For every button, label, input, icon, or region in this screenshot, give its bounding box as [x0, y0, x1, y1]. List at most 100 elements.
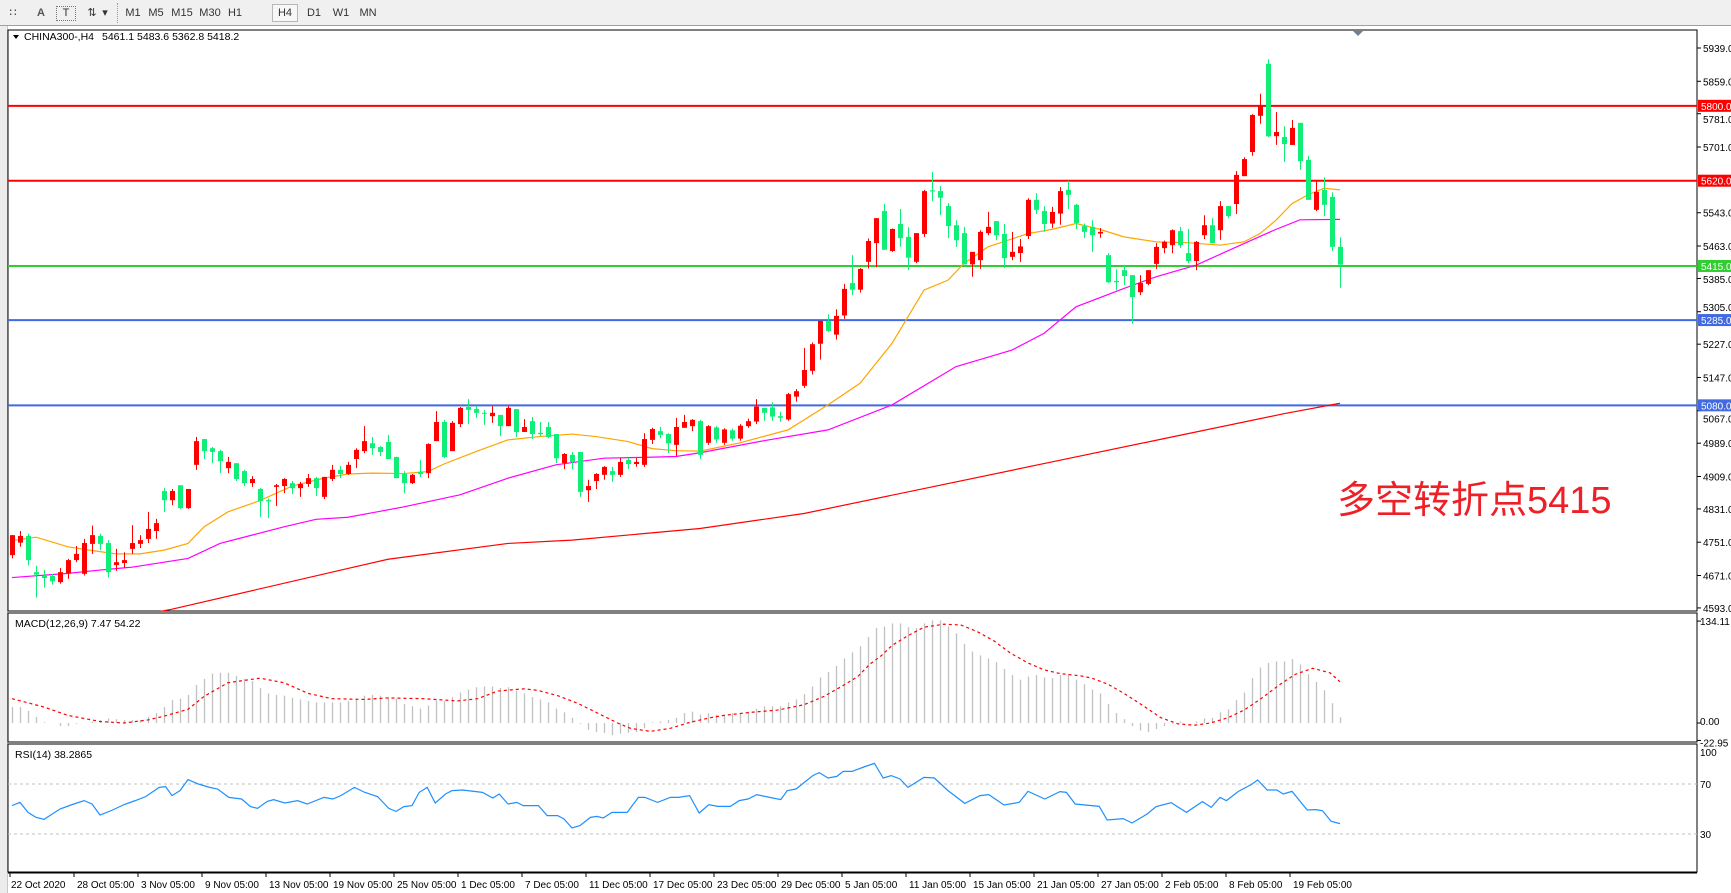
rsi-axis-label: 70 [1700, 780, 1712, 791]
price-tick-label: 5227.0 [1703, 340, 1731, 351]
timeframe-w1[interactable]: W1 [332, 7, 350, 19]
candle-body [1186, 253, 1191, 261]
chevron-down-icon[interactable] [13, 35, 19, 39]
candle-body [594, 473, 599, 482]
time-axis-label: 19 Feb 05:00 [1293, 880, 1352, 891]
candle-body [1130, 275, 1135, 298]
candle-body [290, 483, 295, 489]
time-axis-label: 2 Feb 05:00 [1165, 880, 1219, 891]
candle-body [74, 553, 79, 561]
candle-body [498, 414, 503, 427]
level-price-tag [1698, 259, 1731, 272]
candle-body [194, 441, 199, 465]
chevron-down-icon[interactable]: ▾ [102, 7, 108, 19]
candle-body [1314, 191, 1319, 210]
candle-body [1146, 270, 1151, 284]
candle-body [146, 528, 151, 539]
candle-body [874, 218, 879, 244]
chart-shift-marker[interactable] [1353, 31, 1363, 36]
candle-body [682, 421, 687, 428]
candle-body [266, 500, 271, 502]
candle-body [42, 575, 47, 578]
candle-body [770, 407, 775, 417]
candle-body [618, 461, 623, 475]
candle-body [410, 474, 415, 484]
candle-body [1290, 127, 1295, 145]
candle-body [890, 228, 895, 252]
candle-body [1090, 226, 1095, 236]
candle-body [10, 535, 15, 556]
candle-body [834, 315, 839, 335]
candle-body [226, 461, 231, 469]
candle-body [298, 483, 303, 489]
candle-body [666, 434, 671, 444]
timeframe-m1[interactable]: M1 [125, 7, 141, 19]
time-axis-label: 1 Dec 05:00 [461, 880, 515, 891]
candle-body [162, 491, 167, 501]
candle-body [522, 426, 527, 432]
candle-body [450, 422, 455, 452]
candle-body [1282, 137, 1287, 145]
candle-body [378, 446, 383, 452]
arrows-icon[interactable]: ⇅ [87, 7, 97, 19]
time-axis-label: 29 Dec 05:00 [781, 880, 841, 891]
time-axis-label: 9 Nov 05:00 [205, 880, 259, 891]
candle-body [1234, 174, 1239, 204]
candle-body [1202, 225, 1207, 236]
price-tick-label: 4751.0 [1703, 538, 1731, 549]
level-price-label: 5285.0 [1701, 316, 1731, 327]
candle-body [1082, 226, 1087, 232]
timeframe-mn[interactable]: MN [359, 7, 377, 19]
candle-body [1330, 196, 1335, 247]
timeframe-h4[interactable]: H4 [272, 4, 298, 22]
timeframe-d1[interactable]: D1 [306, 7, 322, 19]
candle-body [826, 320, 831, 331]
symbol-label: CHINA300-,H4 [24, 31, 94, 43]
candle-body [994, 221, 999, 236]
candle-body [794, 391, 799, 397]
candle-body [34, 572, 39, 575]
time-axis-label: 3 Nov 05:00 [141, 880, 195, 891]
time-axis-label: 28 Oct 05:00 [77, 880, 135, 891]
rsi-line [11, 762, 1341, 829]
candle-body [1138, 283, 1143, 293]
candle-body [906, 236, 911, 258]
price-tick-label: 5543.0 [1703, 209, 1731, 220]
grid-icon[interactable]: ∷ [9, 7, 17, 19]
candle-body [282, 478, 287, 487]
candle-body [978, 231, 983, 261]
rsi-panel[interactable] [7, 743, 1698, 873]
macd-signal-line [11, 623, 1341, 732]
candle-body [1226, 206, 1231, 217]
candle-body [602, 466, 607, 475]
level-price-tag [1698, 99, 1731, 112]
candle-body [306, 478, 311, 484]
candle-body [1002, 233, 1007, 259]
candle-body [370, 443, 375, 449]
candle-body [1034, 199, 1039, 210]
time-axis-label: 22 Oct 2020 [11, 880, 66, 891]
candle-body [610, 471, 615, 475]
price-tick-label: 4831.0 [1703, 505, 1731, 516]
timeframe-m15[interactable]: M15 [171, 7, 193, 19]
candle-body [402, 473, 407, 484]
candle-body [506, 407, 511, 427]
timeframe-m5[interactable]: M5 [148, 7, 164, 19]
timeframe-m30[interactable]: M30 [199, 7, 221, 19]
price-tick-label: 4909.0 [1703, 472, 1731, 483]
candle-body [170, 491, 175, 501]
text-label-icon[interactable]: A [37, 7, 45, 19]
macd-label: MACD(12,26,9) 7.47 54.22 [15, 618, 141, 630]
timeframe-h1[interactable]: H1 [227, 7, 243, 19]
price-tick-label: 5305.0 [1703, 303, 1731, 314]
candle-body [242, 471, 247, 484]
candle-body [634, 461, 639, 464]
candle-body [762, 407, 767, 413]
candle-body [354, 449, 359, 460]
candle-body [562, 454, 567, 464]
candle-body [322, 476, 327, 497]
candle-body [426, 444, 431, 474]
candle-body [930, 190, 935, 192]
text-box-icon[interactable]: T [56, 6, 76, 21]
